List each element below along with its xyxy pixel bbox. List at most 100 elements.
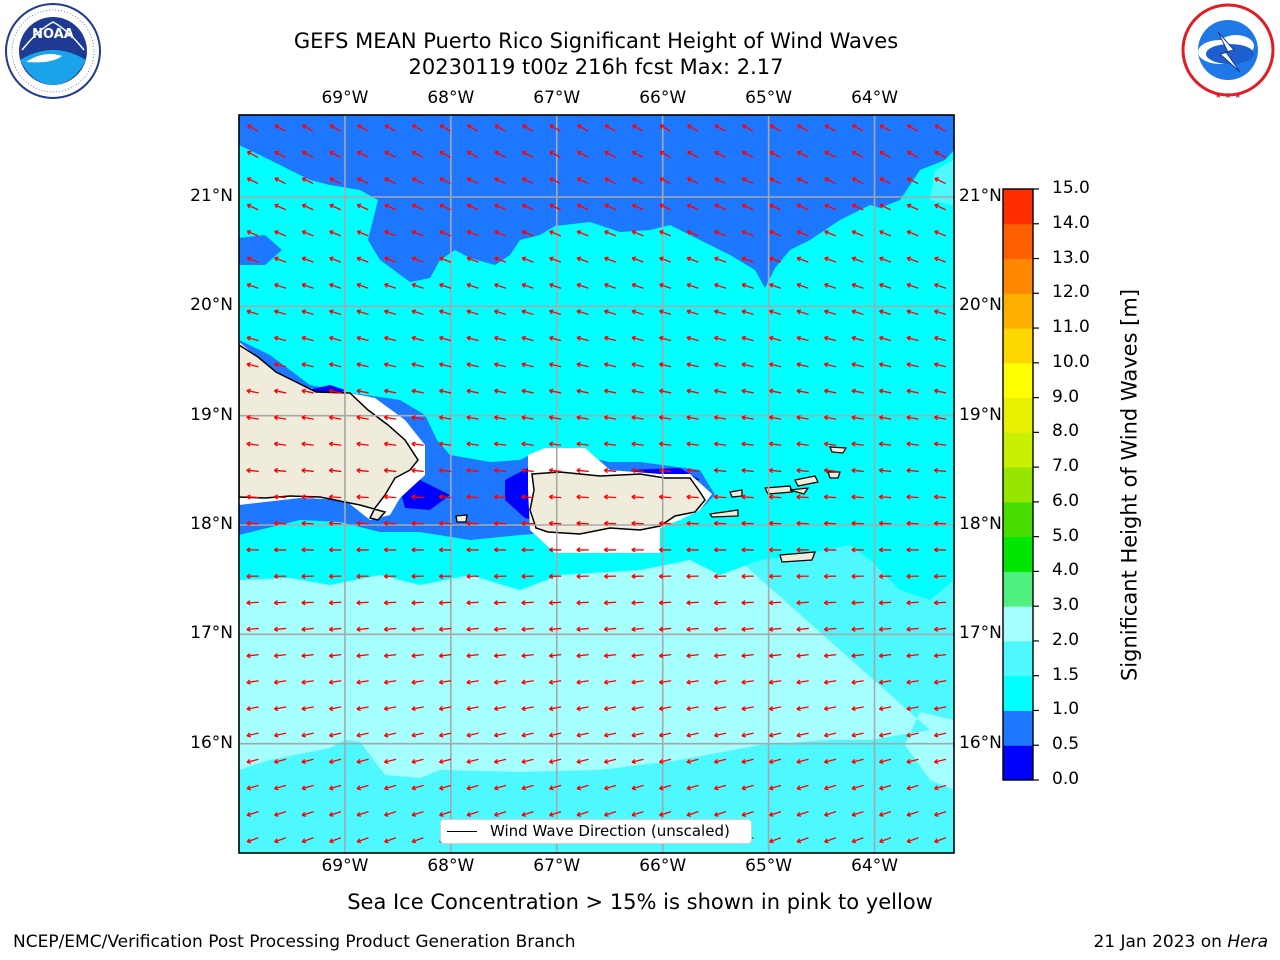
vector-arrow-616 [741,732,754,738]
vector-arrow-202 [796,309,809,316]
vector-arrow-472 [356,600,369,606]
vector-arrow-350 [576,467,589,474]
vector-arrow-495 [273,626,287,632]
vector-arrow-342 [356,467,369,474]
vector-arrow-578 [411,706,424,712]
vector-arrow-373 [493,494,507,500]
vector-arrow-361 [878,467,892,474]
vector-arrow-343 [383,467,397,474]
vector-arrow-479 [548,600,562,606]
vector-arrow-698 [851,810,864,817]
vector-arrow-333 [823,441,837,447]
vector-arrow-295 [493,415,507,421]
vector-arrow-642 [741,758,754,765]
vector-arrow-702 [246,837,259,844]
lat-tick-left-2: 19°N [190,404,233,425]
vector-arrow-152 [851,256,864,263]
vector-arrow-65 [604,177,616,185]
vector-arrow-625 [273,758,287,765]
vector-arrow-488 [796,600,809,606]
colorbar-swatch-5 [1003,571,1033,607]
vector-arrow-33 [439,150,451,158]
wave-height-field [239,115,954,853]
vector-arrow-50 [906,150,919,158]
vector-arrow-540 [796,653,809,659]
vector-arrow-62 [521,177,534,185]
vector-arrow-515 [823,626,837,632]
vector-arrow-160 [356,282,369,289]
vector-arrow-384 [796,494,809,500]
land-island-3 [794,475,819,487]
vector-arrow-591 [768,706,782,712]
vector-arrow-189 [439,309,452,316]
vector-arrow-533 [603,653,617,659]
band-0.5-1-north [239,115,954,288]
vector-arrow-230 [851,335,864,342]
lat-tick-left-4: 17°N [190,623,233,644]
vector-arrow-381 [713,494,727,500]
vector-arrow-507 [603,626,617,632]
vector-arrow-330 [741,441,754,447]
vector-arrow-692 [686,810,699,817]
vector-arrow-512 [741,626,754,632]
vector-arrow-48 [851,150,864,158]
vector-arrow-139 [494,256,507,263]
footer-date: 21 Jan 2023 on Hera [1093,932,1268,952]
vector-arrow-177 [824,282,837,289]
lat-tick-right-2: 19°N [959,404,1002,425]
vector-arrow-465 [878,573,892,579]
vector-arrow-21 [824,124,836,132]
vector-arrow-159 [329,282,342,289]
vector-arrow-223 [658,335,672,342]
vector-arrow-579 [438,706,452,712]
vector-arrow-248 [631,362,644,368]
vector-arrow-244 [521,362,534,368]
vector-arrow-251 [713,362,727,368]
colorbar-tick-1: 14.0 [1052,212,1090,233]
vector-arrow-524 [356,653,369,659]
vector-arrow-370 [411,494,424,500]
vector-arrow-116 [576,230,589,237]
vector-arrow-131 [274,256,287,263]
vector-arrow-32 [411,150,424,158]
vector-arrow-242 [466,362,479,368]
vector-arrow-325 [603,441,617,447]
vector-arrow-532 [576,653,589,659]
vector-arrow-3 [329,124,341,132]
vector-arrow-496 [301,626,314,632]
vector-arrow-433 [713,547,727,553]
colorbar-swatch-15 [1003,223,1033,260]
vector-arrow-302 [686,415,699,421]
vector-arrow-360 [851,467,864,474]
colorbar-tick-15: 1.0 [1052,699,1080,720]
vector-arrow-516 [851,626,864,632]
vector-arrow-653 [329,784,342,791]
vector-arrow-252 [741,362,754,368]
vector-arrow-151 [824,256,837,263]
vector-arrow-674 [906,784,919,791]
vector-arrow-396 [411,520,424,527]
vector-arrow-659 [494,784,507,791]
vector-arrow-685 [494,810,507,817]
vector-arrow-118 [631,230,644,237]
vector-arrow-703 [274,837,287,844]
wind-wave-vectors [246,124,947,844]
vector-arrow-706 [356,837,369,844]
vector-arrow-405 [658,520,672,527]
colorbar-tick-17: 0.0 [1052,769,1080,789]
vector-arrow-463 [823,573,837,579]
vector-arrow-307 [823,415,837,421]
vector-arrow-624 [246,758,259,765]
vector-arrow-699 [879,810,892,817]
vector-arrow-606 [466,732,479,738]
vector-arrow-491 [878,600,892,606]
vector-arrow-329 [713,441,727,447]
vector-arrow-339 [273,467,287,474]
vector-arrow-117 [604,230,617,237]
vector-arrow-454 [576,573,589,579]
vector-arrow-277 [713,388,727,394]
land-island-7 [829,446,848,454]
vector-arrow-521 [273,653,287,659]
vector-arrow-483 [658,600,672,606]
